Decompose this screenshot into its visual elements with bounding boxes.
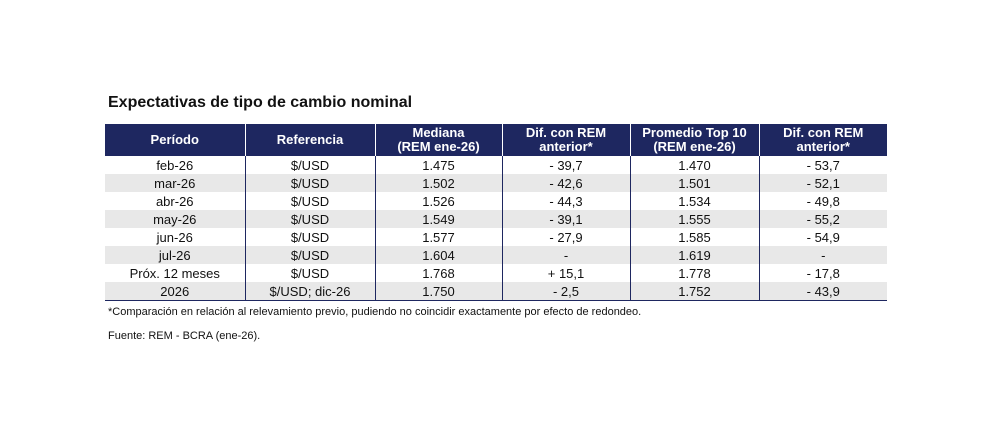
cell-dif-top10: - 17,8 bbox=[758, 264, 887, 282]
cell-promedio-top10: 1.555 bbox=[629, 210, 759, 228]
header-mediana: Mediana (REM ene-26) bbox=[374, 124, 502, 156]
cell-periodo: jul-26 bbox=[105, 246, 245, 264]
footnote: *Comparación en relación al relevamiento… bbox=[108, 306, 642, 318]
cell-periodo: Próx. 12 meses bbox=[105, 264, 245, 282]
cell-periodo: abr-26 bbox=[105, 192, 245, 210]
cell-periodo: may-26 bbox=[105, 210, 245, 228]
cell-promedio-top10: 1.778 bbox=[629, 264, 759, 282]
header-label: Período bbox=[150, 132, 199, 147]
cell-dif-top10: - 52,1 bbox=[758, 174, 887, 192]
table-title: Expectativas de tipo de cambio nominal bbox=[108, 94, 413, 111]
cell-mediana: 1.768 bbox=[374, 264, 502, 282]
cell-referencia: $/USD bbox=[244, 264, 375, 282]
header-label: Mediana bbox=[412, 125, 465, 140]
table-row: jun-26 $/USD 1.577 - 27,9 1.585 - 54,9 bbox=[105, 228, 887, 246]
cell-referencia: $/USD bbox=[244, 156, 375, 174]
header-label: Dif. con REM bbox=[783, 125, 864, 140]
header-label: Referencia bbox=[276, 132, 344, 147]
table-row: 2026 $/USD; dic-26 1.750 - 2,5 1.752 - 4… bbox=[105, 282, 887, 301]
cell-referencia: $/USD bbox=[244, 210, 375, 228]
cell-periodo: feb-26 bbox=[105, 156, 245, 174]
cell-dif-top10: - 53,7 bbox=[758, 156, 887, 174]
header-row: Período Referencia Mediana (REM ene-26) … bbox=[105, 124, 887, 156]
cell-periodo: mar-26 bbox=[105, 174, 245, 192]
cell-mediana: 1.475 bbox=[374, 156, 502, 174]
header-periodo: Período bbox=[105, 124, 245, 156]
table-row: may-26 $/USD 1.549 - 39,1 1.555 - 55,2 bbox=[105, 210, 887, 228]
cell-dif-mediana: - 27,9 bbox=[501, 228, 630, 246]
cell-promedio-top10: 1.534 bbox=[629, 192, 759, 210]
cell-dif-top10: - 49,8 bbox=[758, 192, 887, 210]
cell-promedio-top10: 1.585 bbox=[629, 228, 759, 246]
cell-referencia: $/USD; dic-26 bbox=[244, 282, 375, 301]
cell-dif-mediana: - 2,5 bbox=[501, 282, 630, 301]
cell-promedio-top10: 1.752 bbox=[629, 282, 759, 301]
table-row: Próx. 12 meses $/USD 1.768 + 15,1 1.778 … bbox=[105, 264, 887, 282]
cell-promedio-top10: 1.470 bbox=[629, 156, 759, 174]
table-row: abr-26 $/USD 1.526 - 44,3 1.534 - 49,8 bbox=[105, 192, 887, 210]
header-referencia: Referencia bbox=[244, 124, 375, 156]
cell-dif-top10: - bbox=[758, 246, 887, 264]
table-header: Período Referencia Mediana (REM ene-26) … bbox=[105, 124, 887, 156]
cell-dif-mediana: - bbox=[501, 246, 630, 264]
cell-promedio-top10: 1.619 bbox=[629, 246, 759, 264]
header-label: Promedio Top 10 bbox=[642, 125, 747, 140]
header-promedio-top10: Promedio Top 10 (REM ene-26) bbox=[629, 124, 759, 156]
cell-dif-mediana: + 15,1 bbox=[501, 264, 630, 282]
cell-mediana: 1.750 bbox=[374, 282, 502, 301]
table-row: feb-26 $/USD 1.475 - 39,7 1.470 - 53,7 bbox=[105, 156, 887, 174]
cell-periodo: jun-26 bbox=[105, 228, 245, 246]
cell-dif-top10: - 55,2 bbox=[758, 210, 887, 228]
header-sublabel: anterior* bbox=[796, 139, 850, 154]
cell-referencia: $/USD bbox=[244, 174, 375, 192]
cell-mediana: 1.604 bbox=[374, 246, 502, 264]
exchange-rate-table: Período Referencia Mediana (REM ene-26) … bbox=[105, 124, 887, 301]
cell-referencia: $/USD bbox=[244, 228, 375, 246]
cell-dif-mediana: - 39,1 bbox=[501, 210, 630, 228]
header-sublabel: (REM ene-26) bbox=[653, 139, 736, 154]
header-sublabel: anterior* bbox=[539, 139, 593, 154]
cell-periodo: 2026 bbox=[105, 282, 245, 301]
cell-mediana: 1.526 bbox=[374, 192, 502, 210]
cell-dif-mediana: - 42,6 bbox=[501, 174, 630, 192]
source-note: Fuente: REM - BCRA (ene-26). bbox=[108, 330, 261, 342]
cell-dif-mediana: - 39,7 bbox=[501, 156, 630, 174]
cell-dif-top10: - 43,9 bbox=[758, 282, 887, 301]
header-dif-mediana: Dif. con REM anterior* bbox=[501, 124, 630, 156]
cell-dif-top10: - 54,9 bbox=[758, 228, 887, 246]
table-row: jul-26 $/USD 1.604 - 1.619 - bbox=[105, 246, 887, 264]
cell-mediana: 1.549 bbox=[374, 210, 502, 228]
cell-referencia: $/USD bbox=[244, 246, 375, 264]
cell-promedio-top10: 1.501 bbox=[629, 174, 759, 192]
cell-mediana: 1.502 bbox=[374, 174, 502, 192]
header-dif-top10: Dif. con REM anterior* bbox=[758, 124, 887, 156]
table-body: feb-26 $/USD 1.475 - 39,7 1.470 - 53,7 m… bbox=[105, 156, 887, 301]
header-label: Dif. con REM bbox=[525, 125, 607, 140]
cell-dif-mediana: - 44,3 bbox=[501, 192, 630, 210]
header-sublabel: (REM ene-26) bbox=[397, 139, 480, 154]
cell-mediana: 1.577 bbox=[374, 228, 502, 246]
cell-referencia: $/USD bbox=[244, 192, 375, 210]
table-row: mar-26 $/USD 1.502 - 42,6 1.501 - 52,1 bbox=[105, 174, 887, 192]
